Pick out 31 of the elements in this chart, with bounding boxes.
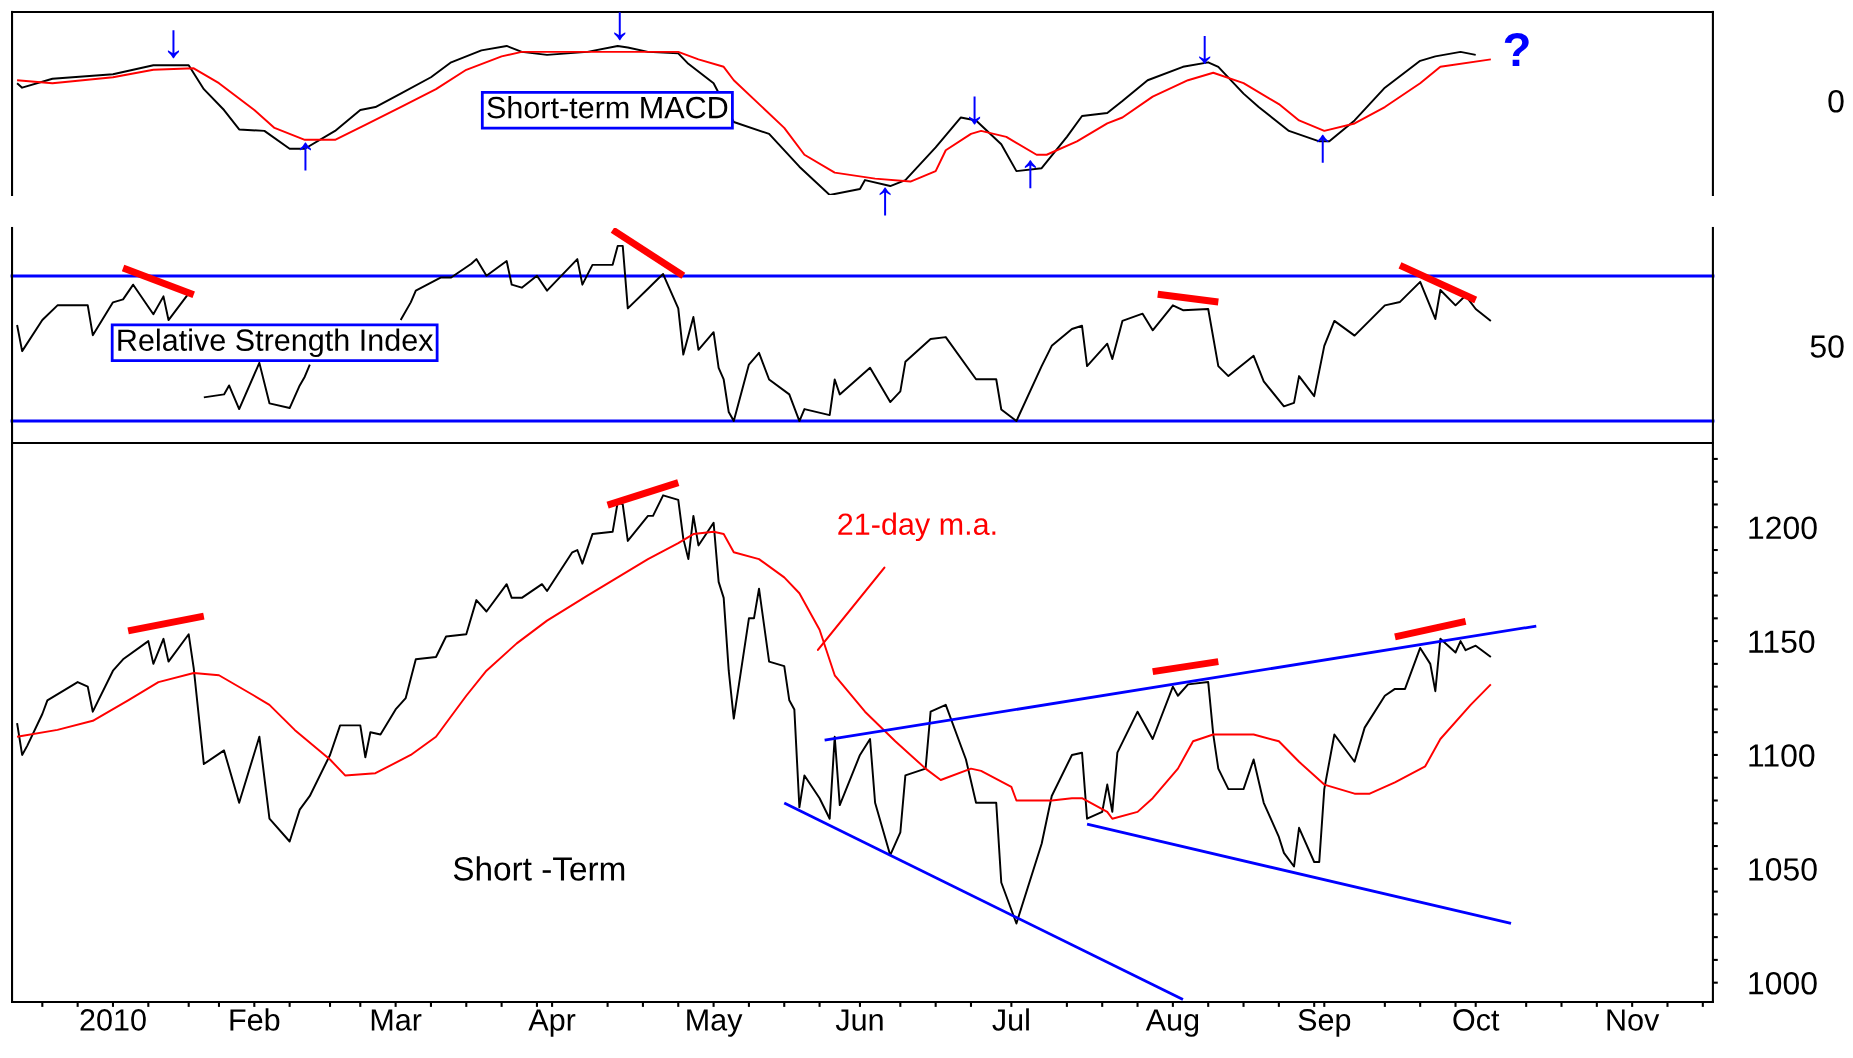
text: 50 — [1810, 335, 1844, 358]
annotation: Short -Term — [453, 856, 625, 881]
annotation: Short-term MACD — [487, 96, 728, 119]
x-tick-label: Nov — [1607, 1009, 1660, 1031]
annotation: ↑ — [1317, 134, 1329, 163]
annotation: ? — [1504, 32, 1529, 66]
y-tick-label: 1100 — [1749, 744, 1815, 767]
y-tick-label: 1000 — [1749, 971, 1817, 995]
annotation: ↓ — [167, 30, 179, 59]
text: ↓ — [614, 12, 626, 41]
x-tick-label: Feb — [230, 1008, 280, 1031]
annotation: ↓ — [1199, 36, 1211, 65]
annotation: Relative Strength Index — [118, 328, 434, 358]
x-tick-label: May — [687, 1009, 743, 1037]
annotation: 21-day m.a. — [838, 512, 996, 542]
y-tick-label: 1150 — [1749, 630, 1815, 653]
x-tick-label: Mar — [371, 1009, 422, 1031]
y-tick-label: 1200 — [1749, 516, 1817, 540]
x-tick-label: Oct — [1453, 1009, 1500, 1031]
y-tick-label: 1050 — [1749, 858, 1817, 881]
x-tick-label: Jun — [835, 1009, 883, 1031]
annotation: ↑ — [879, 187, 891, 216]
text: 0 — [1828, 89, 1844, 113]
annotation: ↑ — [299, 142, 311, 171]
x-tick-label: Apr — [528, 1009, 576, 1037]
annotation: ↓ — [969, 96, 981, 125]
x-tick-label: Sep — [1298, 1009, 1351, 1037]
line-series — [16, 494, 1492, 925]
x-tick-label: Jul — [992, 1008, 1029, 1031]
x-tick-label: Aug — [1145, 1009, 1199, 1037]
x-tick-label: 2010 — [80, 1009, 146, 1031]
